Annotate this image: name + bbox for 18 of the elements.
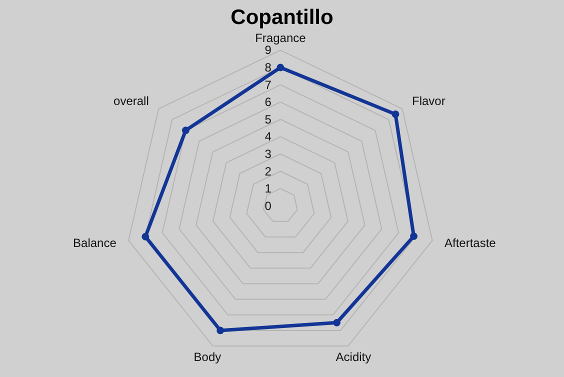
spoke-label: Flavor bbox=[412, 94, 446, 108]
y-tick-label: 8 bbox=[264, 60, 272, 75]
spoke-label: Fragance bbox=[255, 30, 306, 45]
y-tick-label: 4 bbox=[264, 130, 272, 144]
spoke-label: Balance bbox=[73, 236, 117, 250]
y-tick-label: 7 bbox=[264, 78, 272, 92]
y-tick-label: 9 bbox=[264, 43, 272, 58]
y-tick-label: 2 bbox=[264, 164, 272, 178]
y-tick-label: 6 bbox=[264, 95, 272, 110]
y-tick-label: 0 bbox=[264, 198, 272, 213]
y-tick-label: 1 bbox=[264, 182, 272, 196]
y-tick-label: 3 bbox=[264, 146, 272, 161]
spoke-label: overall bbox=[114, 94, 149, 108]
spoke-label: Acidity bbox=[336, 350, 372, 364]
chart-title: Copantillo bbox=[230, 6, 334, 29]
spoke-label: Body bbox=[194, 350, 222, 364]
y-tick-label: 5 bbox=[264, 112, 272, 126]
spoke-label: Aftertaste bbox=[444, 236, 496, 250]
